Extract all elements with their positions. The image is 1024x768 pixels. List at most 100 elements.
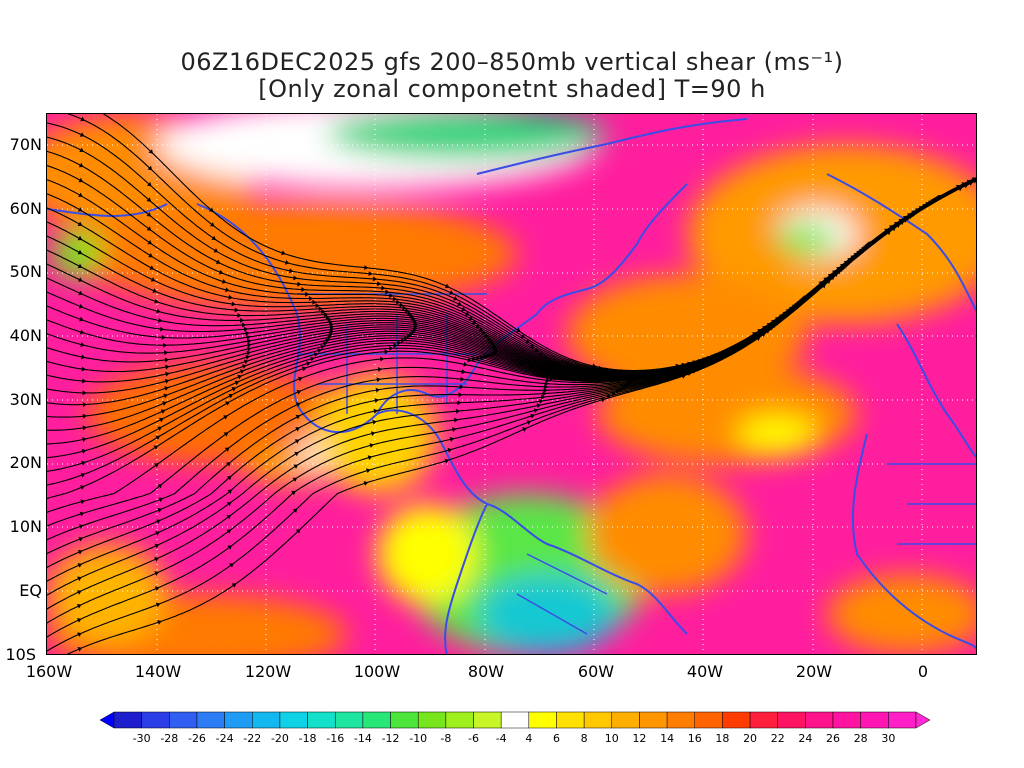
streamline-arrowhead [301, 366, 307, 372]
streamline-arrowhead [229, 563, 234, 568]
streamline-arrowhead [208, 207, 214, 212]
lat-label-40n: 40N [9, 326, 42, 345]
streamline-arrowhead [234, 307, 239, 313]
streamline-arrowhead [146, 197, 152, 202]
colorbar-tick-label: -6 [468, 732, 479, 745]
streamline-arrowhead [226, 462, 231, 467]
streamline-arrowhead [246, 350, 251, 356]
streamline-arrowhead [696, 366, 701, 372]
streamline-arrowhead [409, 331, 414, 337]
streamline-arrowhead [412, 317, 417, 323]
colorbar-tick-label: 16 [687, 732, 702, 745]
streamline-arrowhead [154, 298, 159, 304]
streamline-arrowhead [231, 583, 237, 588]
streamline-arrowhead [366, 468, 371, 474]
streamline-arrowhead [372, 276, 377, 282]
streamline-arrowhead [308, 296, 313, 301]
streamline-arrowhead [569, 369, 574, 375]
streamline-arrowhead [757, 329, 762, 334]
colorbar-swatch [666, 711, 696, 729]
streamline-arrowhead [855, 252, 860, 257]
streamline-arrowhead [538, 351, 544, 356]
streamline-arrowhead [852, 255, 857, 260]
streamline-arrowhead [775, 317, 780, 322]
streamline-arrowhead [891, 226, 896, 232]
colorbar-swatch [611, 711, 640, 729]
streamline-arrowhead [460, 376, 465, 382]
colorbar-swatch [777, 711, 806, 729]
streamline-arrowhead [463, 361, 468, 367]
colorbar-tick-label: -14 [353, 732, 372, 745]
streamline-arrowhead [76, 590, 82, 595]
streamline-arrowhead [604, 367, 609, 373]
streamline-arrowhead [310, 356, 315, 362]
streamline-arrowhead [644, 374, 649, 380]
streamline-arrowhead [461, 369, 466, 375]
streamline-arrowhead [77, 576, 82, 582]
streamline-arrowhead [228, 393, 234, 399]
streamline-arrowhead [211, 235, 217, 240]
streamline-arrowhead [787, 309, 793, 314]
streamline-arrowhead [542, 391, 547, 397]
streamline-arrowhead [404, 308, 410, 314]
lon-label-40w: 40W [686, 662, 724, 681]
streamline-arrowhead [76, 618, 82, 623]
streamline-arrowhead [77, 263, 83, 269]
streamline-arrowhead [77, 249, 83, 255]
streamline-arrowhead [247, 346, 252, 352]
colorbar-tick-label: -26 [187, 732, 206, 745]
streamline-arrowhead [681, 374, 686, 379]
streamline-arrowhead [692, 360, 698, 366]
streamline-arrowhead [374, 398, 379, 403]
colorbar-tick-label: -16 [326, 732, 345, 745]
streamline-arrowhead [650, 373, 655, 379]
colorbar-swatch [362, 711, 391, 729]
streamline-arrowhead [289, 268, 294, 274]
streamline-arrowhead [160, 409, 166, 414]
streamline-arrowhead [886, 230, 891, 236]
streamline-arrowhead [468, 315, 474, 321]
streamline-arrowhead [77, 563, 83, 568]
colorbar-tick-label: 22 [770, 732, 785, 745]
streamline-arrowhead [243, 326, 248, 332]
streamline-arrowhead [328, 332, 333, 338]
streamline-arrowhead [297, 281, 302, 287]
streamline-arrowhead [385, 289, 390, 295]
streamline-arrowhead [225, 287, 230, 293]
streamline-arrowhead [228, 294, 233, 300]
streamline-arrowhead [77, 632, 82, 637]
streamline-arrowhead [926, 202, 932, 207]
streamline-arrowhead [312, 299, 317, 305]
streamline [66, 180, 976, 654]
streamline-arrowhead [80, 342, 85, 347]
colorbar-tick-label: 4 [525, 732, 533, 745]
streamline-arrowhead [652, 372, 658, 378]
streamline-arrowhead [163, 342, 168, 348]
streamline-arrowhead [895, 223, 901, 228]
streamline-arrowhead [291, 490, 296, 496]
streamline-arrowhead [164, 350, 169, 356]
colorbar-swatch [500, 711, 530, 729]
streamline-arrowhead [720, 352, 726, 357]
streamline-arrowhead [82, 413, 87, 419]
streamline-arrowhead [838, 267, 844, 272]
streamline-arrowhead [932, 198, 937, 204]
streamline-arrowhead [157, 483, 163, 489]
lon-label-100w: 100W [353, 662, 401, 681]
shear-map-svg [47, 114, 976, 654]
streamline-arrowhead [284, 260, 290, 265]
streamline-arrowhead [226, 501, 232, 507]
streamline-arrowhead [687, 371, 692, 376]
streamline-arrowhead [213, 248, 219, 253]
streamline-arrowhead [407, 310, 412, 316]
streamline-arrowhead [483, 333, 489, 338]
streamline-arrowhead [544, 384, 549, 390]
streamline-arrowhead [821, 284, 826, 289]
streamline-arrowhead [647, 373, 653, 379]
streamline-arrowhead [702, 363, 707, 368]
streamline-arrowhead [363, 481, 369, 486]
colorbar-tick-label: 24 [798, 732, 813, 745]
colorbar-tick-label: 30 [881, 732, 896, 745]
streamline-arrowhead [566, 374, 572, 380]
streamline-arrowhead [549, 376, 554, 381]
